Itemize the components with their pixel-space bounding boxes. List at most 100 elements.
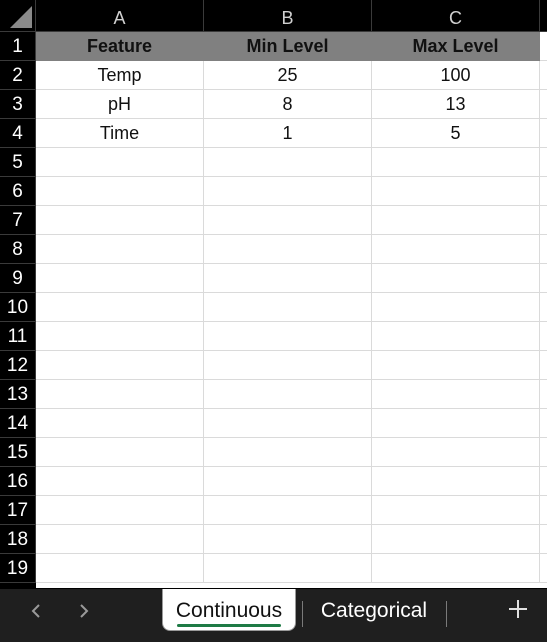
empty-cell[interactable] — [540, 467, 547, 496]
empty-cell[interactable] — [204, 322, 372, 351]
empty-cell[interactable] — [36, 351, 204, 380]
cell-a4[interactable]: Time — [36, 119, 204, 148]
empty-cell[interactable] — [372, 554, 540, 583]
empty-cell[interactable] — [540, 293, 547, 322]
row-header-5[interactable]: 5 — [0, 148, 36, 177]
empty-cell[interactable] — [372, 235, 540, 264]
select-all-corner[interactable] — [0, 0, 36, 32]
row-header-14[interactable]: 14 — [0, 409, 36, 438]
row-header-16[interactable]: 16 — [0, 467, 36, 496]
empty-cell[interactable] — [540, 496, 547, 525]
row-header-15[interactable]: 15 — [0, 438, 36, 467]
empty-cell[interactable] — [372, 177, 540, 206]
cell-d4[interactable] — [540, 119, 547, 148]
empty-cell[interactable] — [540, 525, 547, 554]
row-header-12[interactable]: 12 — [0, 351, 36, 380]
empty-cell[interactable] — [36, 438, 204, 467]
empty-cell[interactable] — [372, 380, 540, 409]
empty-cell[interactable] — [372, 293, 540, 322]
column-header-b[interactable]: B — [204, 0, 372, 32]
column-header-c[interactable]: C — [372, 0, 540, 32]
empty-cell[interactable] — [36, 148, 204, 177]
cell-c3[interactable]: 13 — [372, 90, 540, 119]
sheet-tab-categorical[interactable]: Categorical — [306, 589, 442, 631]
row-header-8[interactable]: 8 — [0, 235, 36, 264]
scroll-tabs-right-button[interactable] — [72, 599, 96, 623]
empty-cell[interactable] — [204, 409, 372, 438]
cell-b3[interactable]: 8 — [204, 90, 372, 119]
cell-a1[interactable]: Feature — [36, 32, 204, 61]
row-header-4[interactable]: 4 — [0, 119, 36, 148]
empty-cell[interactable] — [372, 438, 540, 467]
empty-cell[interactable] — [204, 525, 372, 554]
empty-cell[interactable] — [36, 496, 204, 525]
cell-a3[interactable]: pH — [36, 90, 204, 119]
empty-cell[interactable] — [204, 496, 372, 525]
column-header-a[interactable]: A — [36, 0, 204, 32]
empty-cell[interactable] — [204, 264, 372, 293]
empty-cell[interactable] — [36, 467, 204, 496]
empty-cell[interactable] — [540, 351, 547, 380]
row-header-18[interactable]: 18 — [0, 525, 36, 554]
empty-cell[interactable] — [36, 322, 204, 351]
cell-c4[interactable]: 5 — [372, 119, 540, 148]
column-header-d-partial[interactable] — [540, 0, 547, 32]
row-header-7[interactable]: 7 — [0, 206, 36, 235]
cell-b2[interactable]: 25 — [204, 61, 372, 90]
empty-cell[interactable] — [204, 206, 372, 235]
empty-cell[interactable] — [36, 380, 204, 409]
empty-cell[interactable] — [372, 467, 540, 496]
scroll-tabs-left-button[interactable] — [24, 599, 48, 623]
empty-cell[interactable] — [540, 264, 547, 293]
row-header-1[interactable]: 1 — [0, 32, 36, 61]
empty-cell[interactable] — [372, 496, 540, 525]
empty-cell[interactable] — [204, 467, 372, 496]
empty-cell[interactable] — [540, 148, 547, 177]
empty-cell[interactable] — [36, 235, 204, 264]
empty-cell[interactable] — [372, 409, 540, 438]
cell-a2[interactable]: Temp — [36, 61, 204, 90]
empty-cell[interactable] — [540, 177, 547, 206]
row-header-11[interactable]: 11 — [0, 322, 36, 351]
row-header-10[interactable]: 10 — [0, 293, 36, 322]
add-sheet-button[interactable] — [506, 597, 530, 621]
row-header-3[interactable]: 3 — [0, 90, 36, 119]
empty-cell[interactable] — [204, 380, 372, 409]
empty-cell[interactable] — [36, 264, 204, 293]
empty-cell[interactable] — [372, 206, 540, 235]
empty-cell[interactable] — [204, 438, 372, 467]
empty-cell[interactable] — [540, 235, 547, 264]
empty-cell[interactable] — [36, 554, 204, 583]
empty-cell[interactable] — [372, 148, 540, 177]
empty-cell[interactable] — [36, 177, 204, 206]
row-header-6[interactable]: 6 — [0, 177, 36, 206]
row-header-2[interactable]: 2 — [0, 61, 36, 90]
empty-cell[interactable] — [36, 409, 204, 438]
cell-d1[interactable] — [540, 32, 547, 61]
empty-cell[interactable] — [540, 554, 547, 583]
empty-cell[interactable] — [204, 554, 372, 583]
cell-d3[interactable] — [540, 90, 547, 119]
empty-cell[interactable] — [36, 293, 204, 322]
empty-cell[interactable] — [36, 206, 204, 235]
row-header-17[interactable]: 17 — [0, 496, 36, 525]
empty-cell[interactable] — [540, 380, 547, 409]
empty-cell[interactable] — [204, 148, 372, 177]
row-header-13[interactable]: 13 — [0, 380, 36, 409]
empty-cell[interactable] — [204, 177, 372, 206]
sheet-tab-continuous[interactable]: Continuous — [162, 589, 296, 631]
cell-b1[interactable]: Min Level — [204, 32, 372, 61]
empty-cell[interactable] — [372, 264, 540, 293]
empty-cell[interactable] — [204, 235, 372, 264]
empty-cell[interactable] — [204, 351, 372, 380]
empty-cell[interactable] — [36, 525, 204, 554]
empty-cell[interactable] — [372, 322, 540, 351]
cell-c2[interactable]: 100 — [372, 61, 540, 90]
cell-c1[interactable]: Max Level — [372, 32, 540, 61]
empty-cell[interactable] — [204, 293, 372, 322]
row-header-9[interactable]: 9 — [0, 264, 36, 293]
empty-cell[interactable] — [372, 525, 540, 554]
row-header-19[interactable]: 19 — [0, 554, 36, 583]
empty-cell[interactable] — [540, 206, 547, 235]
empty-cell[interactable] — [540, 409, 547, 438]
